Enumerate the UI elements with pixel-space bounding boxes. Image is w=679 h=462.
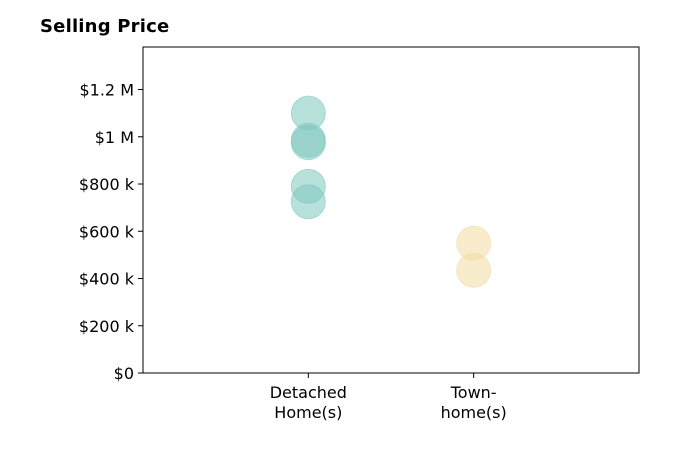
- data-point: [456, 252, 492, 288]
- x-tick-label: Detached Home(s): [270, 383, 347, 422]
- y-tick-label: $400 k: [79, 270, 135, 289]
- y-tick-label: $800 k: [79, 175, 135, 194]
- x-tick-label: Town-home(s): [441, 383, 507, 422]
- y-tick-label: $200 k: [79, 317, 135, 336]
- plot-frame: [142, 46, 640, 374]
- y-tick-label: $600 k: [79, 222, 135, 241]
- data-point: [290, 184, 326, 220]
- chart-title: Selling Price: [40, 16, 170, 37]
- y-tick-label: $1 M: [95, 128, 134, 147]
- y-tick-label: $0: [114, 364, 134, 383]
- y-tick-label: $1.2 M: [79, 81, 134, 100]
- data-point: [290, 125, 326, 161]
